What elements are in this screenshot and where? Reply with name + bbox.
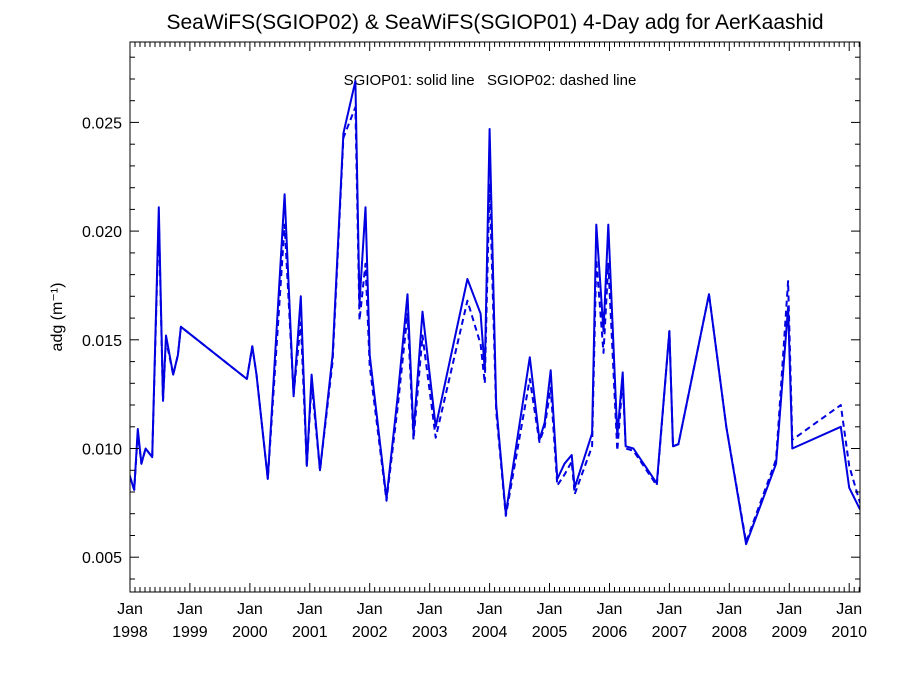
x-tick-label-month: Jan (117, 601, 143, 618)
series-line-sgiop01 (130, 80, 860, 546)
x-tick-label-year: 2004 (472, 624, 508, 641)
y-tick-label: 0.005 (82, 550, 122, 567)
x-tick-label-month: Jan (776, 601, 802, 618)
x-tick-label-month: Jan (836, 601, 862, 618)
x-tick-label-year: 2010 (831, 624, 867, 641)
x-tick-label-month: Jan (657, 601, 683, 618)
x-tick-label-month: Jan (237, 601, 263, 618)
x-tick-label-year: 2007 (652, 624, 688, 641)
x-tick-label-year: 2001 (292, 624, 328, 641)
x-tick-label-year: 1999 (172, 624, 208, 641)
line-style-annotation: SGIOP01: solid line SGIOP02: dashed line (344, 72, 637, 89)
x-tick-label-year: 2009 (772, 624, 808, 641)
ticks-layer: 0.005 0.010 0.015 0.020 0.025 Jan 1998 Jan 1999 J… (82, 42, 867, 641)
x-tick-label-month: Jan (357, 601, 383, 618)
y-tick-label: 0.010 (82, 442, 122, 459)
y-tick-label: 0.025 (82, 115, 122, 132)
x-tick-label-month: Jan (597, 601, 623, 618)
y-tick-label: 0.015 (82, 333, 122, 350)
x-tick-label-year: 2006 (592, 624, 628, 641)
x-tick-label-month: Jan (417, 601, 443, 618)
y-axis-label: adg (m⁻¹) (49, 283, 66, 352)
x-tick-label-year: 2003 (412, 624, 448, 641)
x-tick-label-month: Jan (297, 601, 323, 618)
x-tick-label-year: 1998 (112, 624, 148, 641)
series-layer (130, 80, 860, 546)
x-tick-label-month: Jan (477, 601, 503, 618)
x-tick-label-year: 2000 (232, 624, 268, 641)
x-tick-label-year: 2008 (712, 624, 748, 641)
x-tick-label-month: Jan (177, 601, 203, 618)
x-tick-label-month: Jan (716, 601, 742, 618)
series-line-sgiop02 (130, 106, 860, 543)
y-tick-label: 0.020 (82, 224, 122, 241)
x-tick-label-year: 2005 (532, 624, 568, 641)
chart-title: SeaWiFS(SGIOP02) & SeaWiFS(SGIOP01) 4-Da… (166, 11, 823, 34)
x-tick-label-month: Jan (537, 601, 563, 618)
x-tick-label-year: 2002 (352, 624, 388, 641)
